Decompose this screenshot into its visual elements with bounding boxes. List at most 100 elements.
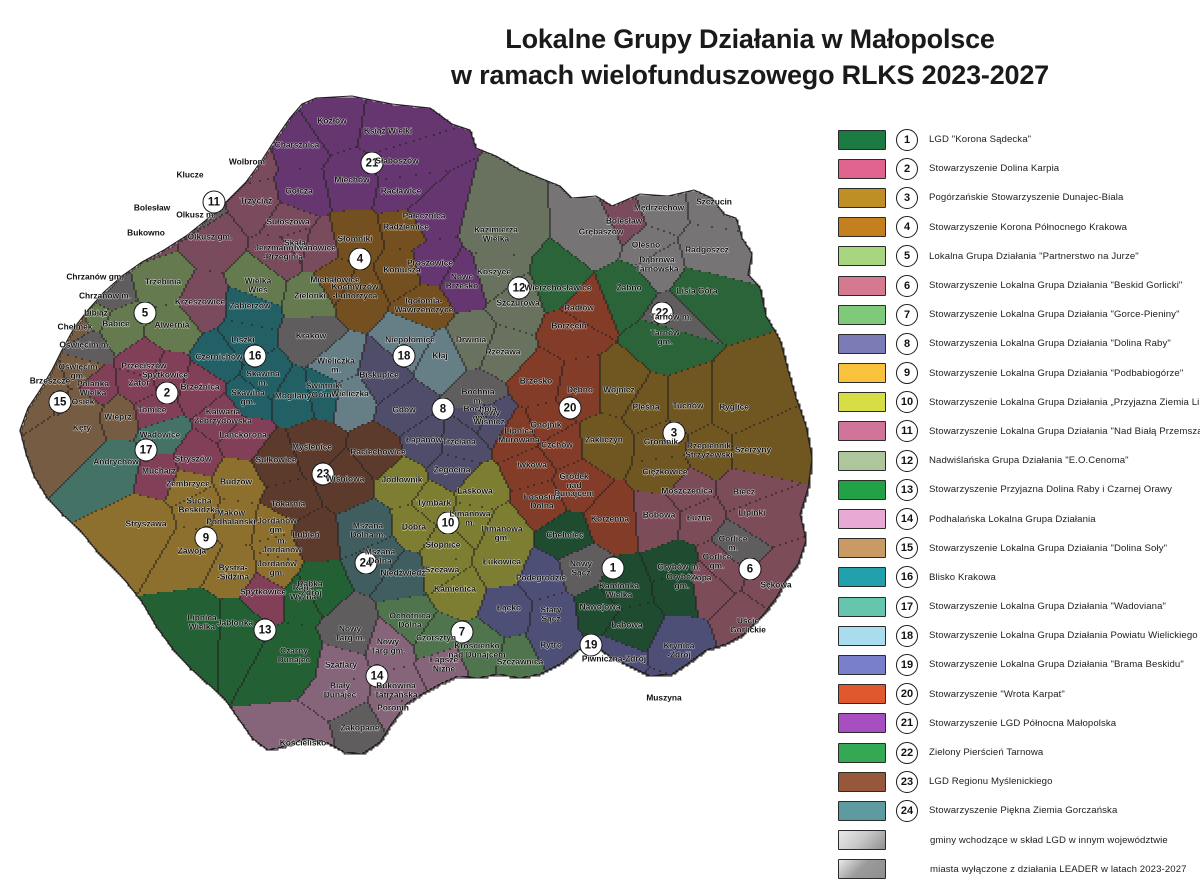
legend-label: Stowarzyszenie LGD Północna Małopolska	[929, 717, 1117, 729]
legend-row[interactable]: 3 Pogórzańskie Stowarzyszenie Dunajec-Bia…	[838, 183, 1200, 212]
legend-color-swatch	[838, 363, 886, 384]
legend-row[interactable]: 5 Lokalna Grupa Działania "Partnerstwo na…	[838, 242, 1200, 271]
gmina-region[interactable]	[137, 587, 221, 693]
legend-color-swatch	[838, 654, 886, 675]
legend-color-swatch	[838, 713, 886, 734]
map-marker-12[interactable]: 12	[507, 276, 531, 300]
legend-number-badge: 24	[896, 799, 918, 822]
legend-number-badge: 3	[896, 186, 918, 209]
map-marker-16[interactable]: 16	[243, 344, 267, 368]
legend-color-swatch	[838, 450, 886, 471]
legend-number-badge: 16	[896, 566, 918, 589]
legend-row[interactable]: 4 Stowarzyszenie Korona Północnego Krakow…	[838, 213, 1200, 242]
map-marker-21[interactable]: 21	[360, 151, 384, 175]
legend-label: Stowarzyszenie Lokalna Grupa Działania "…	[929, 367, 1184, 379]
gmina-region[interactable]	[741, 535, 807, 611]
map-marker-24[interactable]: 24	[354, 551, 378, 575]
commune-borders	[22, 100, 810, 748]
map-marker-4[interactable]: 4	[348, 247, 372, 271]
legend-row[interactable]: 21 Stowarzyszenie LGD Północna Małopolska	[838, 709, 1200, 738]
map-marker-13[interactable]: 13	[253, 618, 277, 642]
legend-number-badge: 5	[896, 245, 918, 268]
legend-label: Blisko Krakowa	[929, 571, 996, 583]
legend-label: Stowarzyszenie Lokalna Grupa Działania "…	[929, 309, 1180, 321]
legend-row[interactable]: 1 LGD "Korona Sądecka"	[838, 125, 1200, 154]
map-marker-6[interactable]: 6	[738, 557, 762, 581]
map-marker-5[interactable]: 5	[133, 301, 157, 325]
map-marker-2[interactable]: 2	[155, 381, 179, 405]
legend-label: Stowarzyszenie "Wrota Karpat"	[929, 688, 1065, 700]
legend-color-swatch	[838, 158, 886, 179]
map-regions	[19, 95, 813, 755]
legend-color-swatch	[838, 684, 886, 705]
map-marker-1[interactable]: 1	[601, 556, 625, 580]
legend-row[interactable]: gminy wchodzące w skład LGD w innym woje…	[838, 826, 1200, 855]
map-marker-23[interactable]: 23	[311, 462, 335, 486]
map-marker-11[interactable]: 11	[202, 190, 226, 214]
legend-row[interactable]: 11 Stowarzyszenie Lokalna Grupa Działania…	[838, 417, 1200, 446]
map-marker-20[interactable]: 20	[558, 396, 582, 420]
map-poster: Lokalne Grupy Działania w Małopolsce w r…	[0, 22, 1200, 880]
legend-color-swatch	[838, 567, 886, 588]
title-line-1: Lokalne Grupy Działania w Małopolsce	[505, 24, 995, 54]
legend-label: Stowarzyszenie Przyjazna Dolina Raby i C…	[929, 484, 1173, 496]
legend-label: Stowarzyszenie Dolina Karpia	[929, 163, 1060, 175]
legend-row[interactable]: 9 Stowarzyszenie Lokalna Grupa Działania …	[838, 359, 1200, 388]
legend-number-badge: 2	[896, 157, 918, 180]
legend: 1 LGD "Korona Sądecka" 2 Stowarzyszenie Dol…	[838, 125, 1200, 884]
legend-row[interactable]: 20 Stowarzyszenie "Wrota Karpat"	[838, 680, 1200, 709]
map-marker-14[interactable]: 14	[365, 664, 389, 688]
legend-row[interactable]: 2 Stowarzyszenie Dolina Karpia	[838, 154, 1200, 183]
legend-number-badge: 12	[896, 449, 918, 472]
legend-row[interactable]: 18 Stowarzyszenie Lokalna Grupa Działania…	[838, 621, 1200, 650]
legend-row[interactable]: 10 Stowarzyszenie Lokalna Grupa Działania…	[838, 388, 1200, 417]
legend-color-swatch	[838, 129, 886, 150]
map-marker-7[interactable]: 7	[450, 620, 474, 644]
legend-number-badge: 9	[896, 362, 918, 385]
map-marker-19[interactable]: 19	[579, 633, 603, 657]
map-marker-15[interactable]: 15	[48, 390, 72, 414]
legend-label: Nadwiślańska Grupa Działania "E.O.Cenoma…	[929, 455, 1129, 467]
legend-row[interactable]: 7 Stowarzyszenie Lokalna Grupa Działania …	[838, 300, 1200, 329]
map-marker-9[interactable]: 9	[194, 526, 218, 550]
legend-number-badge: 13	[896, 478, 918, 501]
legend-number-badge: 7	[896, 303, 918, 326]
legend-row[interactable]: 19 Stowarzyszenie Lokalna Grupa Działania…	[838, 650, 1200, 679]
map-marker-22[interactable]: 22	[650, 301, 674, 325]
map-marker-3[interactable]: 3	[662, 421, 686, 445]
legend-row[interactable]: 23 LGD Regionu Myślenickiego	[838, 767, 1200, 796]
legend-number-badge: 6	[896, 274, 918, 297]
legend-color-swatch	[838, 859, 886, 880]
legend-row[interactable]: 14 Podhalańska Lokalna Grupa Działania	[838, 504, 1200, 533]
legend-label: Stowarzyszenie Piękna Ziemia Gorczańska	[929, 805, 1118, 817]
legend-number-badge: 4	[896, 216, 918, 239]
legend-color-swatch	[838, 246, 886, 267]
malopolska-map[interactable]: 1 2 3 4 5 6 7 8 9 10 11 12 13 14 15 16 17 18 19 20 21 22 23 24 …	[0, 78, 830, 838]
legend-row[interactable]: 8 Stowarzyszenia Lokalna Grupa Działania …	[838, 329, 1200, 358]
map-marker-10[interactable]: 10	[436, 511, 460, 535]
map-marker-8[interactable]: 8	[431, 397, 455, 421]
legend-row[interactable]: 16 Blisko Krakowa	[838, 563, 1200, 592]
legend-row[interactable]: miasta wyłączone z działania LEADER w la…	[838, 855, 1200, 884]
legend-number-badge: 20	[896, 683, 918, 706]
legend-row[interactable]: 6 Stowarzyszenie Lokalna Grupa Działania …	[838, 271, 1200, 300]
legend-row[interactable]: 12 Nadwiślańska Grupa Działania "E.O.Ceno…	[838, 446, 1200, 475]
map-marker-17[interactable]: 17	[134, 438, 158, 462]
map-marker-18[interactable]: 18	[392, 344, 416, 368]
legend-number-badge: 1	[896, 128, 918, 151]
page-title: Lokalne Grupy Działania w Małopolsce w r…	[300, 22, 1200, 94]
legend-color-swatch	[838, 217, 886, 238]
legend-color-swatch	[838, 187, 886, 208]
legend-row[interactable]: 24 Stowarzyszenie Piękna Ziemia Gorczańsk…	[838, 796, 1200, 825]
legend-row[interactable]: 22 Zielony Pierścień Tarnowa	[838, 738, 1200, 767]
legend-number-badge	[896, 829, 918, 851]
legend-label: Stowarzyszenie Lokalna Grupa Działania "…	[929, 425, 1200, 437]
legend-row[interactable]: 13 Stowarzyszenie Przyjazna Dolina Raby i…	[838, 475, 1200, 504]
legend-number-badge: 11	[896, 420, 918, 443]
legend-color-swatch	[838, 771, 886, 792]
legend-number-badge: 15	[896, 537, 918, 560]
legend-number-badge: 23	[896, 770, 918, 793]
legend-row[interactable]: 17 Stowarzyszenie Lokalna Grupa Działania…	[838, 592, 1200, 621]
legend-row[interactable]: 15 Stowarzyszenie Lokalna Grupa Działania…	[838, 534, 1200, 563]
legend-label: Stowarzyszenie Lokalna Grupa Działania "…	[929, 542, 1168, 554]
